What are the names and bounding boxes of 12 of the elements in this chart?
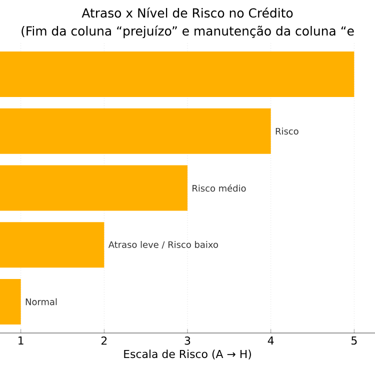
y-tick-label: Risco médio — [192, 184, 246, 192]
x-tick-label: 2 — [101, 336, 107, 345]
chart-subtitle: (Fim da coluna “prejuízo” e manutenção da coluna “e — [22, 26, 354, 38]
x-tick-label: 3 — [184, 336, 190, 345]
y-tick-label: Risco — [276, 128, 298, 135]
chart-title: Atraso x Nível de Risco no Crédito — [82, 8, 293, 18]
x-axis-title: Escala de Risco (A → H) — [124, 350, 251, 360]
y-tick-label: Normal — [26, 298, 57, 306]
y-tick-label: Atraso leve / Risco baixo — [108, 241, 218, 249]
x-tick-label: 4 — [268, 336, 274, 345]
x-tick-label: 1 — [18, 336, 24, 345]
x-tick-label: 5 — [352, 336, 357, 345]
